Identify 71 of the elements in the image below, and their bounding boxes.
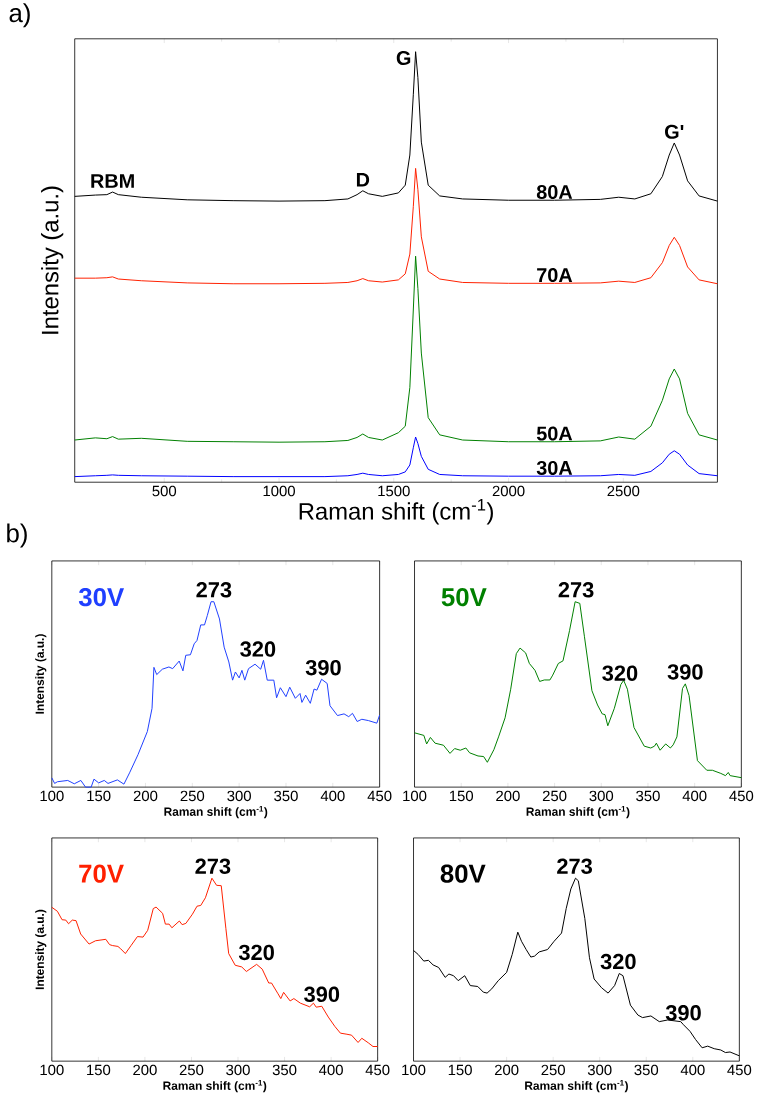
x-tick-label: 100 (402, 1064, 426, 1076)
annotation: 320 (600, 953, 636, 970)
annotation: 390 (667, 664, 703, 680)
text: 30V (78, 587, 124, 607)
x-tick-label: 100 (40, 1064, 64, 1076)
x-tick-label: 300 (587, 1064, 612, 1076)
x-tick-label: 350 (635, 790, 660, 802)
x-tick-label: 350 (273, 790, 298, 802)
x-tick-label: 400 (680, 1064, 705, 1076)
annotation: 320 (602, 665, 638, 681)
x-axis-title: Raman shift (cm$^{-1}$) (164, 805, 268, 819)
x-tick-label: 500 (152, 485, 176, 497)
x-tick-label: 100 (403, 790, 427, 802)
chart-title: b) (7, 523, 27, 548)
annotation: 273 (196, 582, 232, 598)
x-tick-label: 250 (180, 790, 204, 802)
x-tick-label: 300 (589, 790, 613, 802)
x-tick-label: 450 (367, 790, 392, 802)
x-axis-title: Raman shift (cm$^{-1}$) (299, 499, 493, 525)
x-tick-label: 150 (87, 790, 111, 802)
y-axis-title: Intensity (a.u.) (35, 909, 47, 990)
annotation: G' (664, 124, 684, 139)
x-tick-label: 250 (541, 1064, 565, 1076)
x-tick-label: 150 (449, 790, 473, 802)
y-axis-title: Intensity (a.u.) (35, 634, 47, 714)
annotation: 320 (240, 641, 276, 657)
x-tick-label: 350 (272, 1064, 297, 1076)
text: 80V (440, 864, 486, 883)
annotation: 390 (305, 659, 341, 676)
x-tick-label: 100 (40, 790, 64, 802)
y-axis-title: Intensity (a.u.) (40, 186, 64, 334)
x-axis-title: Raman shift (cm$^{-1}$) (163, 1080, 267, 1093)
x-tick-label: 450 (729, 790, 754, 802)
x-tick-label: 300 (226, 1064, 250, 1076)
annotation: RBM (91, 174, 134, 188)
x-tick-label: 400 (682, 790, 707, 802)
x-tick-label: 400 (318, 1064, 343, 1076)
x-tick-label: 1500 (378, 485, 410, 497)
annotation: 273 (556, 858, 592, 875)
series-label: 70A (536, 268, 572, 283)
x-tick-label: 400 (320, 790, 345, 802)
annotation: 390 (665, 1005, 701, 1021)
series-label: 80A (536, 184, 572, 200)
x-tick-label: 300 (227, 790, 251, 802)
annotation: 390 (303, 986, 339, 1003)
x-tick-label: 450 (727, 1064, 752, 1076)
x-tick-label: 250 (542, 790, 567, 802)
x-tick-label: 250 (179, 1064, 204, 1076)
text: 50V (441, 587, 487, 607)
annotation: G (396, 50, 411, 65)
annotation: 273 (558, 582, 594, 598)
x-tick-label: 200 (494, 1064, 519, 1076)
series-label: 70V (79, 864, 124, 883)
x-tick-label: 200 (133, 1064, 157, 1076)
x-axis-title: Raman shift (cm$^{-1}$) (526, 805, 630, 819)
annotation: 273 (195, 858, 231, 875)
x-tick-label: 200 (496, 790, 520, 802)
annotation: D (356, 172, 369, 187)
x-axis-title: Raman shift (cm$^{-1}$) (524, 1080, 628, 1093)
series-label: 50A (536, 426, 572, 441)
x-tick-label: 150 (448, 1064, 472, 1076)
series-label: 30A (536, 460, 572, 475)
x-tick-label: 150 (86, 1064, 111, 1076)
x-tick-label: 1000 (263, 485, 295, 497)
x-tick-label: 350 (634, 1064, 658, 1076)
x-tick-label: 200 (133, 790, 158, 802)
x-tick-label: 2000 (492, 485, 525, 497)
x-tick-label: 2500 (607, 485, 640, 497)
x-tick-label: 450 (365, 1064, 390, 1076)
annotation: 320 (238, 944, 274, 961)
chart-title: a) (9, 3, 30, 28)
